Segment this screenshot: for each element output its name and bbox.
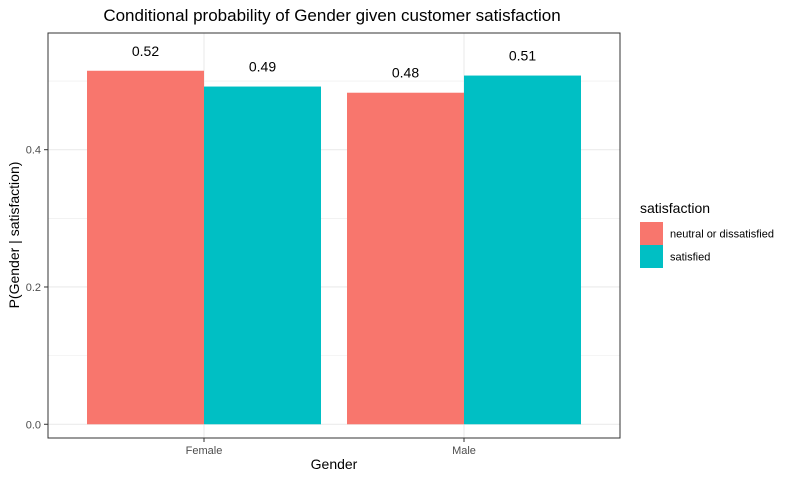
y-axis-ticks: 0.0 0.2 0.4 xyxy=(26,145,48,431)
bars xyxy=(87,70,581,425)
x-tick-label: Female xyxy=(186,445,223,457)
legend-items: neutral or dissatisfied satisfied xyxy=(640,222,774,268)
y-tick-label: 0.4 xyxy=(26,145,41,157)
legend-title: satisfaction xyxy=(640,200,710,216)
x-axis-title: Gender xyxy=(311,456,358,472)
y-tick-label: 0.2 xyxy=(26,282,41,294)
legend: satisfaction neutral or dissatisfied sati… xyxy=(640,200,774,268)
y-axis-title: P(Gender | satisfaction) xyxy=(6,162,22,309)
panel-border xyxy=(47,32,621,439)
data-labels: 0.52 0.49 0.48 0.51 xyxy=(132,43,536,81)
legend-key xyxy=(640,222,663,245)
bar-female-neutral-or-dissatisfied xyxy=(87,70,204,425)
legend-label: neutral or dissatisfied xyxy=(670,229,774,241)
bar-male-satisfied xyxy=(464,75,581,425)
x-axis-ticks: Female Male xyxy=(186,438,476,457)
data-label: 0.51 xyxy=(509,48,536,64)
legend-key xyxy=(640,245,663,268)
bar-male-neutral-or-dissatisfied xyxy=(347,92,464,425)
bar-female-satisfied xyxy=(204,86,321,425)
chart-title: Conditional probability of Gender given … xyxy=(103,6,560,25)
data-label: 0.48 xyxy=(392,65,419,81)
x-tick-label: Male xyxy=(452,445,476,457)
data-label: 0.52 xyxy=(132,43,159,59)
legend-label: satisfied xyxy=(670,252,710,264)
y-tick-label: 0.0 xyxy=(26,419,41,431)
data-label: 0.49 xyxy=(249,59,276,75)
